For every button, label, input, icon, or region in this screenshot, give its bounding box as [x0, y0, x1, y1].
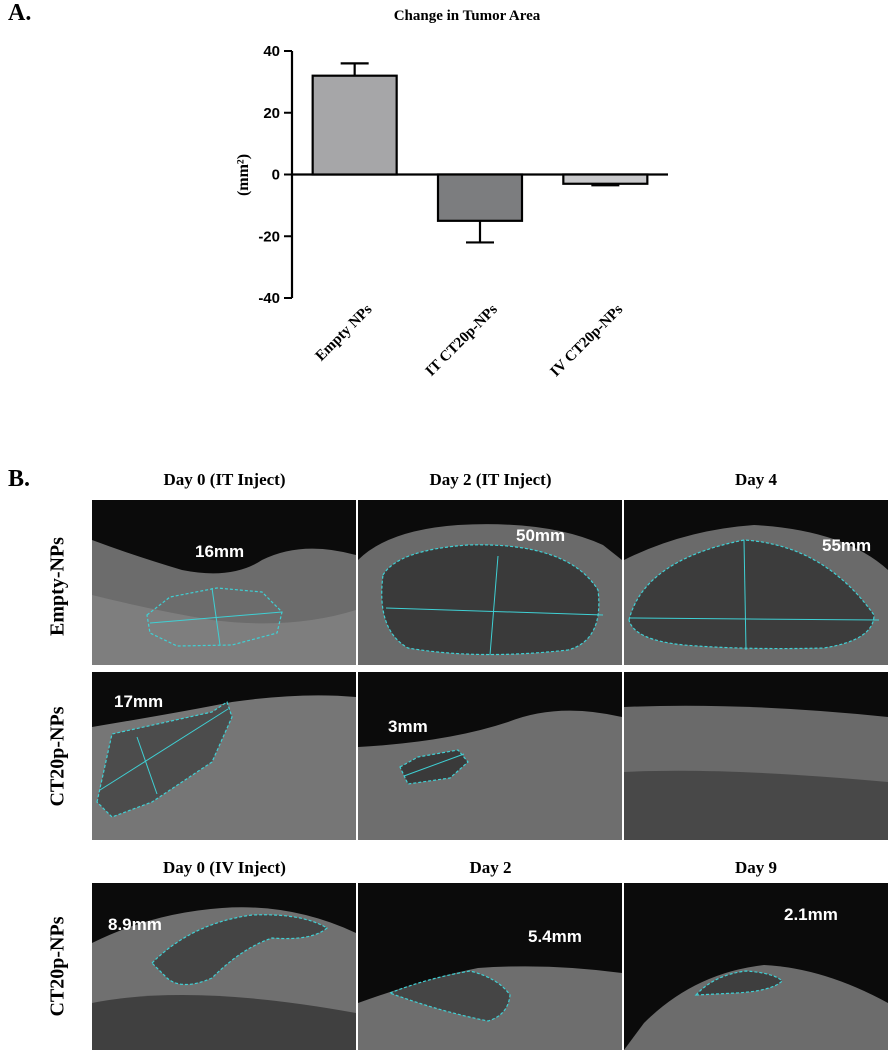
- measurement-label: 5.4mm: [528, 927, 582, 946]
- ultrasound-empty-day4: 55mm: [624, 500, 888, 665]
- ultrasound-empty-day2: 50mm: [358, 500, 622, 665]
- y-tick-label: -20: [258, 228, 280, 245]
- panel-a-label: A.: [8, 0, 32, 26]
- ultrasound-ct20p-day2-iv: 5.4mm: [358, 883, 622, 1050]
- row-label-ct20p-nps-iv: CT20p-NPs: [46, 916, 69, 1017]
- category-label: Empty NPs: [313, 301, 376, 364]
- y-tick-label: 40: [263, 43, 280, 60]
- y-tick-label: 20: [263, 105, 280, 122]
- col-header-day0-iv: Day 0 (IV Inject): [163, 858, 286, 877]
- category-label: IV CT20p-NPs: [548, 301, 627, 380]
- measurement-label: 17mm: [114, 692, 164, 711]
- bar: [311, 74, 398, 176]
- chart-title: Change in Tumor Area: [394, 8, 541, 24]
- row-label-ct20p-nps-it: CT20p-NPs: [46, 706, 69, 807]
- ultrasound-ct20p-day0-iv: 8.9mm: [92, 883, 356, 1050]
- row-label-empty-nps: Empty-NPs: [46, 537, 69, 636]
- tumor-area-bar-chart: Change in Tumor Area (mm²) 40 20 0 -20 -40 E…: [235, 8, 668, 380]
- measurement-label: 3mm: [388, 717, 428, 736]
- measurement-label: 50mm: [516, 526, 566, 545]
- panel-b-label: B.: [8, 466, 31, 492]
- ultrasound-ct20p-empty-frame: [624, 672, 888, 840]
- col-header-day4: Day 4: [734, 470, 778, 489]
- category-label: IT CT20p-NPs: [423, 301, 501, 379]
- y-tick-label: -40: [258, 290, 280, 307]
- ultrasound-ct20p-day9-iv: 2.1mm: [624, 883, 888, 1050]
- measurement-label: 2.1mm: [784, 905, 838, 924]
- col-header-day2-it: Day 2 (IT Inject): [429, 470, 552, 489]
- y-tick-label: 0: [272, 167, 280, 184]
- col-header-day9: Day 9: [734, 858, 778, 877]
- col-header-day0-it: Day 0 (IT Inject): [163, 470, 286, 489]
- bar: [436, 173, 524, 222]
- bar: [562, 173, 649, 185]
- ultrasound-empty-day0: 16mm: [92, 500, 356, 665]
- ultrasound-ct20p-day0-it: 17mm: [92, 672, 356, 840]
- y-axis-label: (mm²): [235, 154, 252, 196]
- ultrasound-ct20p-day2-it: 3mm: [358, 672, 622, 840]
- col-header-day2: Day 2: [469, 858, 512, 877]
- measurement-label: 16mm: [195, 542, 245, 561]
- measurement-label: 55mm: [822, 536, 872, 555]
- measurement-label: 8.9mm: [108, 915, 162, 934]
